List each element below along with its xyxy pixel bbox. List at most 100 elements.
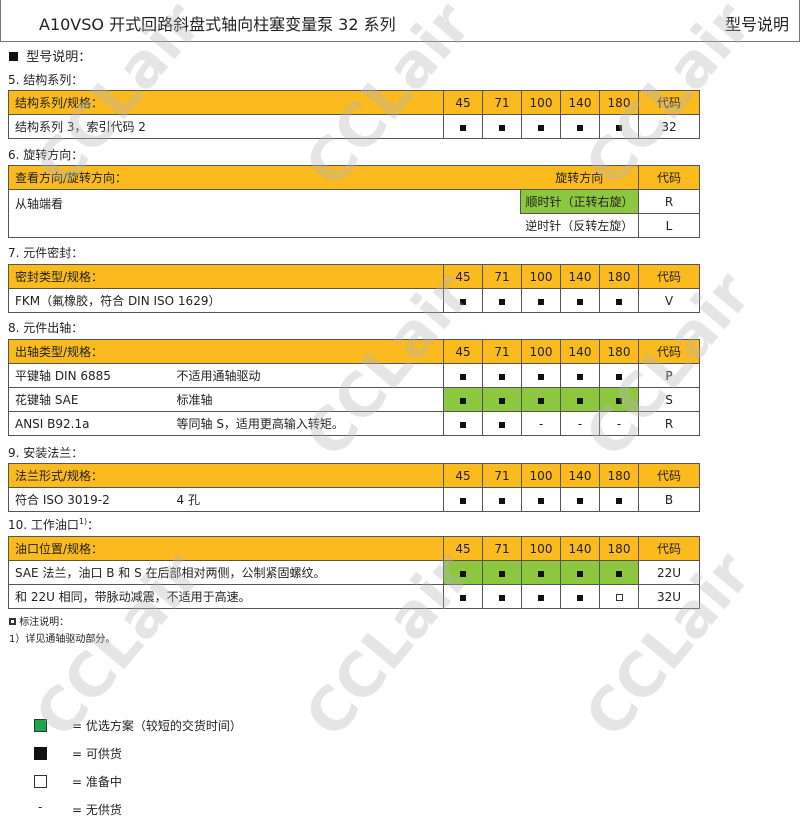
- available-icon: [499, 421, 505, 428]
- s6-head: 查看方向/旋转方向：: [8, 165, 521, 190]
- row-desc: 等同轴 S，适用更高输入转矩。: [170, 411, 444, 436]
- available-icon: [616, 373, 622, 380]
- size-head: 100: [521, 536, 561, 561]
- availability-cell: [443, 288, 483, 313]
- availability-cell: [560, 288, 600, 313]
- note-1: 1）详见通轴驱动部分。: [9, 634, 116, 645]
- available-icon: [499, 497, 505, 504]
- row-code: 32U: [638, 584, 700, 609]
- row-code: R: [638, 411, 700, 436]
- size-head: 180: [599, 339, 639, 364]
- legend-dash-icon: -: [38, 800, 43, 814]
- available-icon: [577, 497, 583, 504]
- table-row: 符合 ISO 3019-2 4 孔 B: [8, 487, 700, 512]
- table-row: 和 22U 相同，带脉动减震，不适用于高速。 32U: [8, 584, 700, 609]
- code-head: 代码: [638, 264, 700, 289]
- size-head: 180: [599, 90, 639, 115]
- available-icon: [460, 594, 466, 601]
- table-row: ANSI B92.1a 等同轴 S，适用更高输入转矩。 - - - R: [8, 411, 700, 436]
- available-icon: [616, 298, 622, 305]
- s6-dir-ccw: 逆时针（反转左旋）: [520, 213, 639, 238]
- size-head: 71: [482, 339, 522, 364]
- unavailable-dash: -: [577, 416, 583, 431]
- availability-cell: [482, 411, 522, 436]
- availability-cell: [443, 411, 483, 436]
- availability-cell: [599, 288, 639, 313]
- s8-title: 8. 元件出轴：: [8, 321, 84, 335]
- availability-cell: [599, 387, 639, 412]
- row-label: SAE 法兰，油口 B 和 S 在后部相对两侧，公制紧固螺纹。: [8, 560, 444, 585]
- table-head-label: 结构系列/规格：: [8, 90, 444, 115]
- s6-view: 从轴端看: [8, 189, 521, 238]
- available-icon: [577, 124, 583, 131]
- availability-cell: [560, 584, 600, 609]
- table-head-label: 出轴类型/规格：: [8, 339, 444, 364]
- size-head: 45: [443, 536, 483, 561]
- size-head: 100: [521, 463, 561, 488]
- table-head-label: 油口位置/规格：: [8, 536, 444, 561]
- unavailable-dash: -: [616, 416, 622, 431]
- row-code: B: [638, 487, 700, 512]
- availability-cell: -: [521, 411, 561, 436]
- size-head: 180: [599, 264, 639, 289]
- notes-title: 标注说明：: [9, 613, 69, 628]
- row-code: 22U: [638, 560, 700, 585]
- available-icon: [460, 421, 466, 428]
- availability-cell: [521, 363, 561, 388]
- availability-cell: [482, 288, 522, 313]
- size-head: 45: [443, 339, 483, 364]
- row-label: 结构系列 3，索引代码 2: [8, 114, 444, 139]
- size-head: 100: [521, 90, 561, 115]
- availability-cell: [482, 363, 522, 388]
- available-icon: [499, 397, 505, 404]
- availability-cell: [482, 487, 522, 512]
- available-icon: [616, 124, 622, 131]
- row-code: S: [638, 387, 700, 412]
- size-head: 100: [521, 339, 561, 364]
- availability-cell: [599, 114, 639, 139]
- s9-title: 9. 安装法兰：: [8, 446, 84, 460]
- code-head: 代码: [638, 165, 700, 190]
- size-head: 71: [482, 536, 522, 561]
- s6-dir-cw: 顺时针（正转右旋）: [520, 189, 639, 214]
- availability-cell: [599, 363, 639, 388]
- table-row: SAE 法兰，油口 B 和 S 在后部相对两侧，公制紧固螺纹。 22U: [8, 560, 700, 585]
- available-icon: [577, 570, 583, 577]
- s6-code-r: R: [638, 189, 700, 214]
- s6-title: 6. 旋转方向：: [8, 148, 84, 162]
- row-type: 平键轴 DIN 6885: [8, 363, 171, 388]
- row-type: 花键轴 SAE: [8, 387, 171, 412]
- spec-table: 出轴类型/规格： 45 71 100 140 180 代码 平键轴 DIN 6885 不适用通轴…: [8, 339, 700, 436]
- intro-text: 型号说明：: [26, 50, 92, 65]
- availability-cell: [560, 560, 600, 585]
- availability-cell: [443, 584, 483, 609]
- available-icon: [538, 373, 544, 380]
- available-icon: [460, 497, 466, 504]
- code-head: 代码: [638, 90, 700, 115]
- row-code: V: [638, 288, 700, 313]
- s5-title: 5. 结构系列：: [8, 73, 84, 87]
- available-icon: [460, 298, 466, 305]
- availability-cell: [443, 560, 483, 585]
- availability-cell: [443, 363, 483, 388]
- table-row: 花键轴 SAE 标准轴 S: [8, 387, 700, 412]
- spec-table: 密封类型/规格： 45 71 100 140 180 代码 FKM（氟橡胶，符合 DIN IS…: [8, 264, 700, 313]
- intro-heading: 型号说明：: [9, 46, 91, 65]
- availability-cell: [521, 584, 561, 609]
- code-head: 代码: [638, 339, 700, 364]
- s6-dir-head: 旋转方向: [520, 165, 639, 190]
- row-code: 32: [638, 114, 700, 139]
- availability-cell: [599, 487, 639, 512]
- available-icon: [460, 570, 466, 577]
- row-type: ANSI B92.1a: [8, 411, 171, 436]
- legend-black-square-icon: [34, 747, 47, 760]
- square-bullet-icon: [9, 52, 18, 61]
- available-icon: [460, 124, 466, 131]
- availability-cell: [443, 387, 483, 412]
- available-icon: [538, 570, 544, 577]
- row-label: FKM（氟橡胶，符合 DIN ISO 1629）: [8, 288, 444, 313]
- size-head: 180: [599, 536, 639, 561]
- available-icon: [499, 298, 505, 305]
- legend-unavailable: = 无供货: [72, 803, 122, 817]
- availability-cell: [482, 560, 522, 585]
